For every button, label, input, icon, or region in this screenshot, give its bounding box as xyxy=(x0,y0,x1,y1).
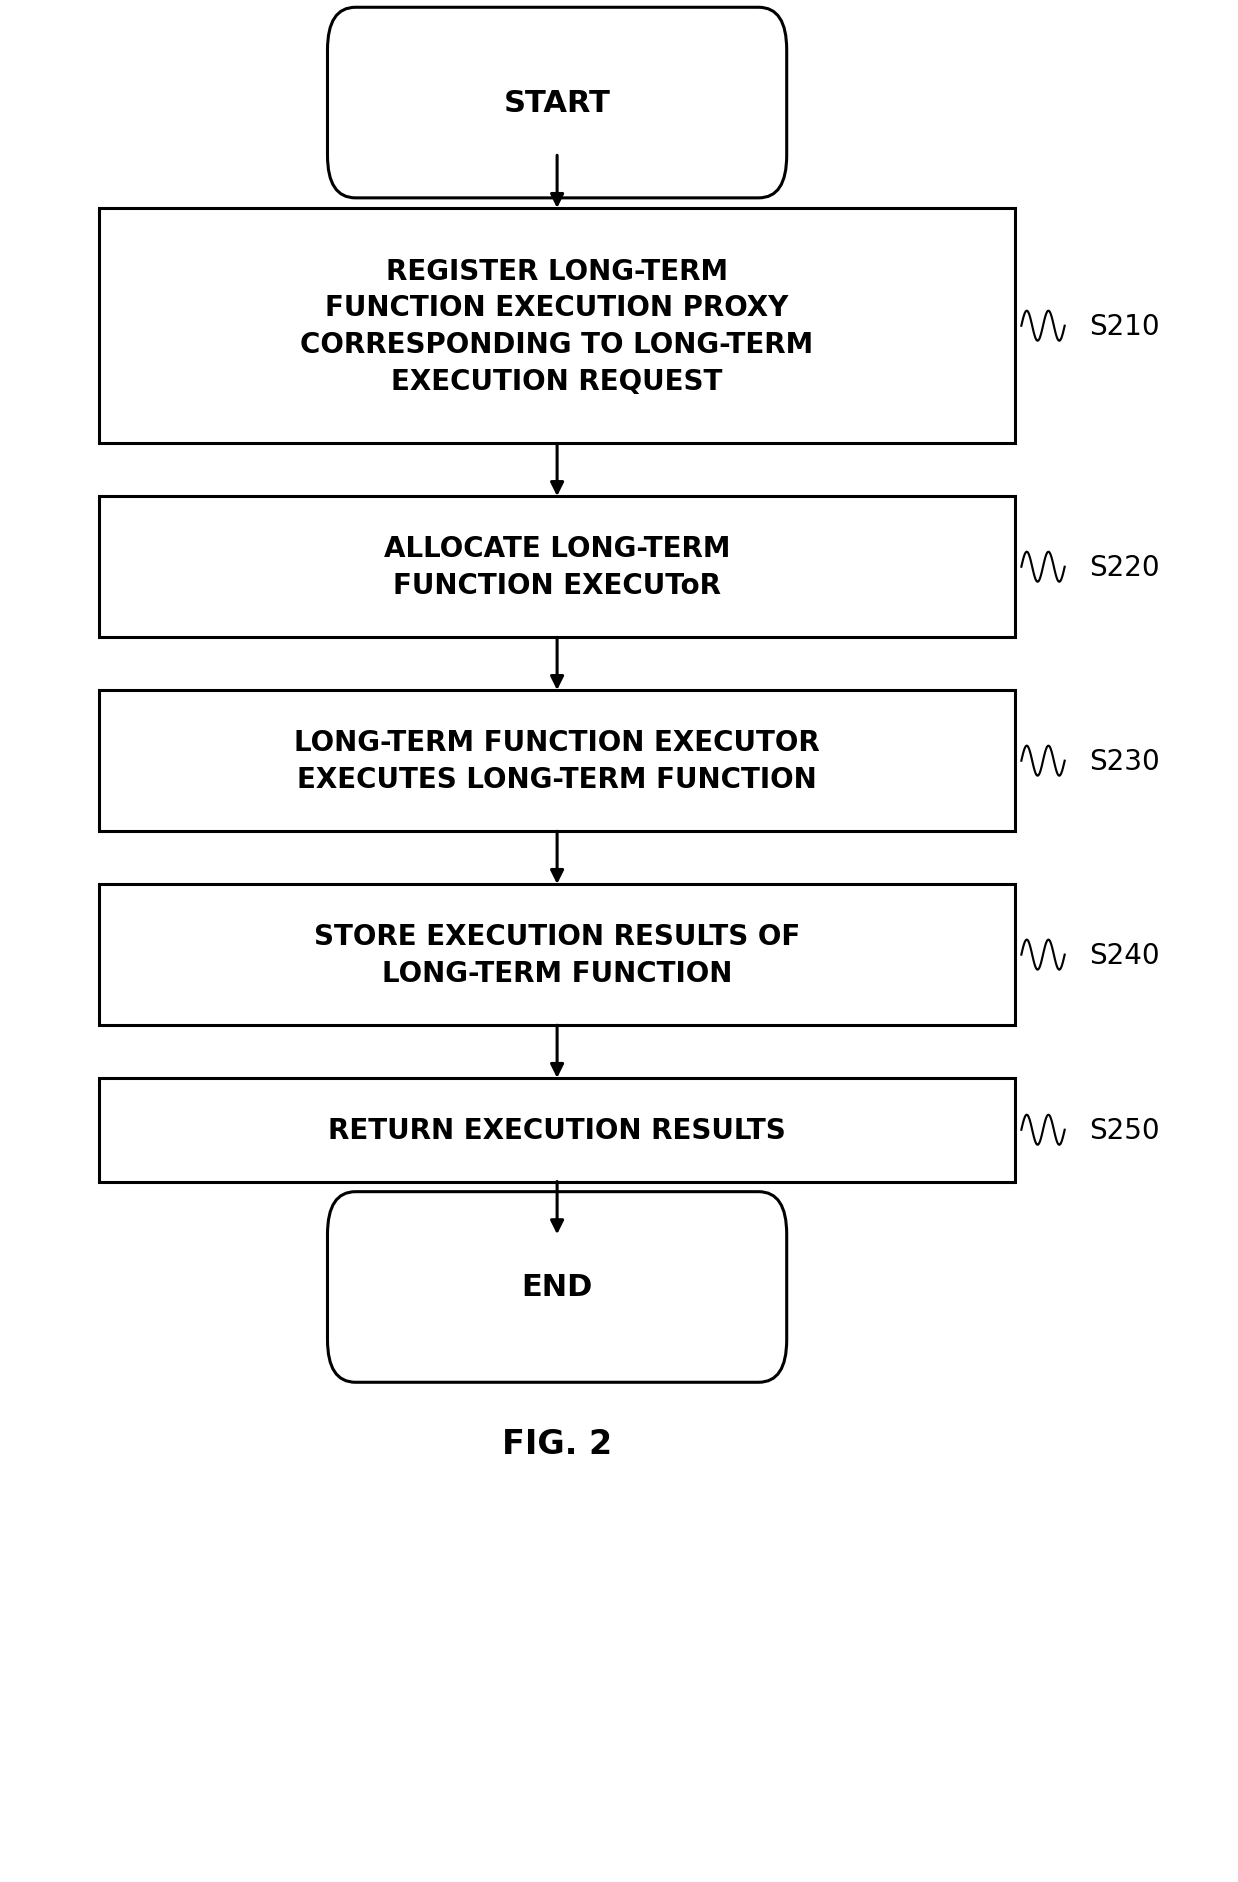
FancyBboxPatch shape xyxy=(328,1191,786,1383)
Text: S210: S210 xyxy=(1089,312,1160,341)
Text: S220: S220 xyxy=(1089,553,1160,582)
Text: ALLOCATE LONG-TERM
FUNCTION EXECUToR: ALLOCATE LONG-TERM FUNCTION EXECUToR xyxy=(384,534,730,600)
Bar xyxy=(99,497,1015,638)
Bar xyxy=(99,1078,1015,1182)
Bar xyxy=(99,209,1015,444)
FancyBboxPatch shape xyxy=(328,8,786,199)
Text: STORE EXECUTION RESULTS OF
LONG-TERM FUNCTION: STORE EXECUTION RESULTS OF LONG-TERM FUN… xyxy=(314,922,800,988)
Text: S240: S240 xyxy=(1089,941,1160,969)
Text: LONG-TERM FUNCTION EXECUTOR
EXECUTES LONG-TERM FUNCTION: LONG-TERM FUNCTION EXECUTOR EXECUTES LON… xyxy=(295,728,820,794)
Text: S230: S230 xyxy=(1089,747,1160,775)
Text: RETURN EXECUTION RESULTS: RETURN EXECUTION RESULTS xyxy=(328,1116,786,1144)
Text: START: START xyxy=(504,88,610,119)
Text: FIG. 2: FIG. 2 xyxy=(503,1427,612,1460)
Bar xyxy=(99,691,1015,832)
Text: S250: S250 xyxy=(1089,1116,1160,1144)
Text: END: END xyxy=(521,1272,593,1302)
Text: REGISTER LONG-TERM
FUNCTION EXECUTION PROXY
CORRESPONDING TO LONG-TERM
EXECUTION: REGISTER LONG-TERM FUNCTION EXECUTION PR… xyxy=(301,258,813,395)
Bar xyxy=(99,885,1015,1026)
